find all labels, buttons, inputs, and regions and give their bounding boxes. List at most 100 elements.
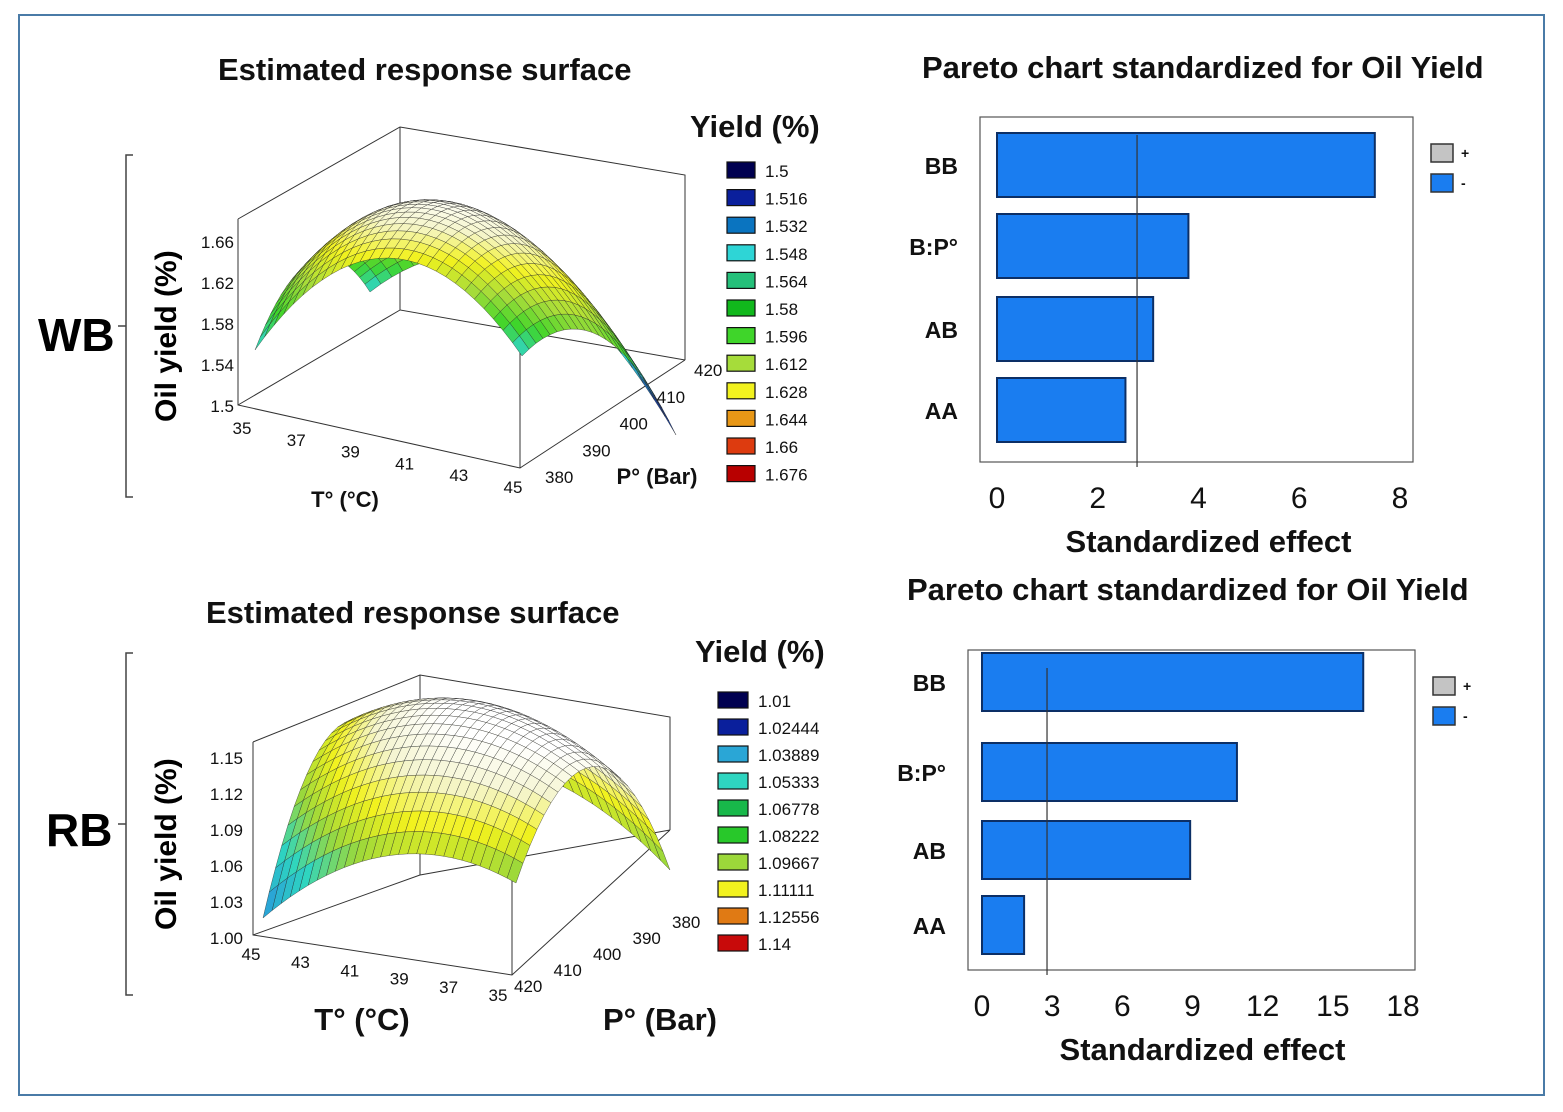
legend-title: Yield (%) [690, 109, 820, 144]
legend-swatch [1432, 676, 1456, 696]
x-tick-label: 2 [1089, 482, 1106, 515]
x-tick-label: 43 [291, 953, 310, 972]
x-tick-label: 4 [1190, 482, 1207, 515]
legend-label: 1.03889 [758, 746, 819, 765]
legend-label: 1.532 [765, 217, 808, 236]
legend-label: + [1463, 678, 1471, 694]
legend-label: 1.14 [758, 935, 791, 954]
y-tick-label: 420 [694, 361, 722, 380]
legend-label: 1.676 [765, 466, 808, 485]
rb-surface-axes: 1.00 1.03 1.06 1.09 1.12 1.15 45 43 41 39 37 35 420 4… [210, 749, 717, 1037]
rb-surface-legend: Yield (%) 1.01 1.02444 1.03889 1.05333 1.0677… [695, 634, 825, 954]
bar-bb [981, 652, 1365, 712]
x-tick-label: 3 [1044, 990, 1061, 1023]
z-tick-label: 1.58 [201, 315, 234, 334]
x-tick-label: 18 [1386, 990, 1419, 1023]
y-tick-label: 390 [633, 929, 661, 948]
rb-surface-box [252, 674, 671, 976]
x-tick-label: 45 [242, 945, 261, 964]
category-label: AB [913, 838, 946, 864]
legend-label: 1.5 [765, 162, 789, 181]
x-axis-label: T° (°C) [314, 1002, 409, 1037]
legend-label: 1.09667 [758, 854, 819, 873]
x-axis-label: T° (°C) [311, 487, 379, 512]
z-tick-label: 1.66 [201, 233, 234, 252]
legend-label: 1.12556 [758, 908, 819, 927]
legend-swatch [1432, 706, 1456, 726]
category-label: AB [925, 317, 958, 343]
legend-swatch [726, 244, 756, 262]
y-axis-label: P° (Bar) [603, 1002, 717, 1037]
legend-label: + [1461, 145, 1469, 161]
legend-label: 1.612 [765, 355, 808, 374]
bar-ab [981, 820, 1192, 880]
wb-panel-label: WB [38, 309, 115, 361]
y-tick-label: 380 [545, 468, 573, 487]
x-tick-label: 37 [439, 978, 458, 997]
x-tick-label: 45 [504, 478, 523, 497]
legend-label: 1.05333 [758, 773, 819, 792]
rb-panel-label: RB [46, 804, 113, 856]
rb-bracket [118, 652, 133, 996]
rb-pareto-title: Pareto chart standardized for Oil Yield [907, 572, 1469, 607]
z-tick-label: 1.5 [210, 397, 234, 416]
y-tick-label: 390 [582, 441, 610, 460]
legend-swatch [726, 437, 756, 455]
legend-swatch [1430, 173, 1454, 193]
wb-surface-box [237, 126, 686, 469]
legend-label: 1.644 [765, 410, 808, 429]
y-tick-label: 410 [554, 961, 582, 980]
legend-label: 1.66 [765, 438, 798, 457]
y-tick-label: 400 [593, 945, 621, 964]
x-tick-label: 8 [1392, 482, 1409, 515]
legend-swatch [726, 271, 756, 289]
z-tick-label: 1.09 [210, 821, 243, 840]
z-tick-label: 1.12 [210, 785, 243, 804]
wb-pareto-title: Pareto chart standardized for Oil Yield [922, 50, 1484, 85]
y-tick-label: 380 [672, 913, 700, 932]
legend-swatch [726, 216, 756, 234]
legend-label: 1.01 [758, 692, 791, 711]
legend-swatch [717, 691, 749, 709]
wb-surface-title: Estimated response surface [218, 52, 632, 87]
wb-bracket [118, 154, 133, 498]
legend-label: 1.564 [765, 272, 808, 291]
legend-label: 1.628 [765, 383, 808, 402]
x-tick-label: 6 [1114, 990, 1131, 1023]
category-label: B:P° [909, 234, 958, 260]
legend-swatch [717, 772, 749, 790]
legend-swatch [726, 189, 756, 207]
legend-swatch [717, 907, 749, 925]
legend-swatch [726, 161, 756, 179]
x-tick-label: 41 [395, 454, 414, 473]
legend-swatch [1430, 143, 1454, 163]
legend-label: 1.58 [765, 300, 798, 319]
legend-swatch [726, 382, 756, 400]
z-tick-label: 1.03 [210, 893, 243, 912]
rb-response-surface [262, 697, 671, 919]
legend-label: - [1463, 708, 1468, 724]
legend-swatch [717, 745, 749, 763]
legend-label: 1.548 [765, 245, 808, 264]
y-axis-label: P° (Bar) [617, 464, 698, 489]
x-axis-label: Standardized effect [1060, 1032, 1346, 1067]
x-tick-label: 9 [1184, 990, 1201, 1023]
y-tick-label: 400 [620, 415, 648, 434]
legend-swatch [717, 718, 749, 736]
x-tick-label: 0 [989, 482, 1006, 515]
x-tick-label: 39 [390, 970, 409, 989]
bar-aa [996, 377, 1127, 443]
x-tick-label: 41 [340, 961, 359, 980]
bar-bp [981, 742, 1238, 802]
z-tick-label: 1.06 [210, 857, 243, 876]
wb-surface-legend: Yield (%) 1.5 1.516 1.532 1.548 1.564 1.58 1.59… [690, 109, 820, 485]
legend-title: Yield (%) [695, 634, 825, 669]
x-tick-label: 35 [233, 419, 252, 438]
x-tick-label: 35 [489, 986, 508, 1005]
legend-swatch [726, 354, 756, 372]
legend-label: 1.08222 [758, 827, 819, 846]
x-tick-label: 15 [1316, 990, 1349, 1023]
wb-response-surface [254, 199, 677, 436]
legend-label: 1.11111 [758, 881, 814, 900]
